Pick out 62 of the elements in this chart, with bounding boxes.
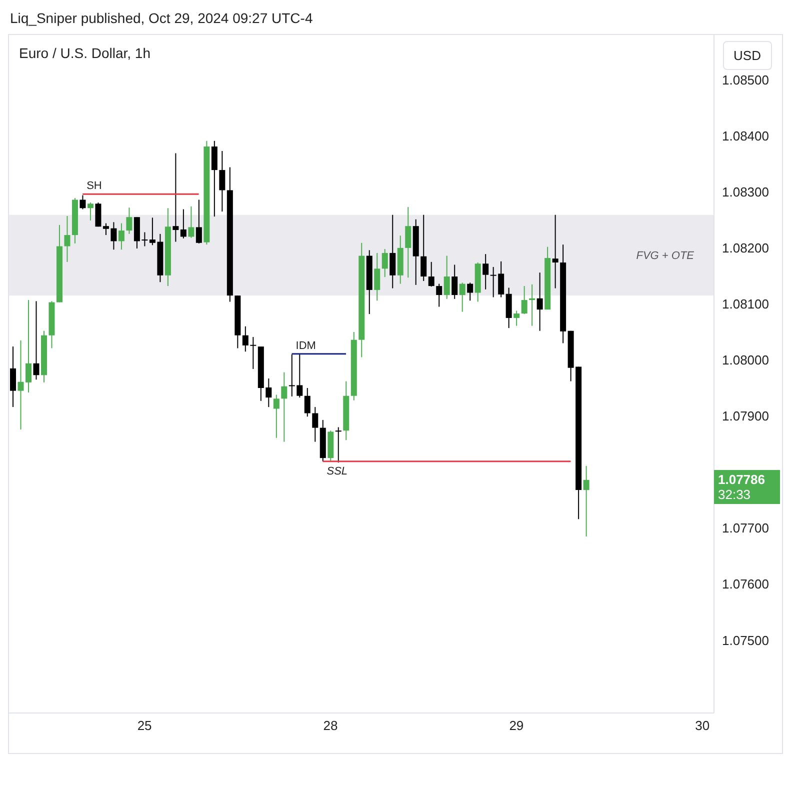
- x-tick-label: 25: [137, 718, 152, 734]
- candlestick: [514, 310, 520, 326]
- candlestick: [118, 222, 124, 250]
- series-label: IDM: [296, 340, 316, 352]
- x-tick-label: 30: [695, 718, 710, 734]
- candlestick: [374, 252, 380, 302]
- text: 1.07786: [718, 472, 766, 487]
- candlestick: [536, 272, 543, 332]
- y-tick-label: 1.07700: [722, 520, 769, 536]
- candlestick: [273, 394, 280, 438]
- candlestick: [459, 282, 466, 312]
- text: Euro / U.S. Dollar, 1h: [19, 45, 151, 61]
- candlestick: [436, 283, 442, 308]
- candlestick: [87, 202, 94, 221]
- candlestick: [405, 206, 412, 278]
- candlestick: [95, 202, 102, 228]
- candlestick: [64, 215, 70, 262]
- series-label: SSL: [326, 465, 348, 478]
- y-tick-label: 1.08200: [722, 240, 769, 256]
- candlestick: [304, 388, 310, 418]
- candlestick: [335, 426, 342, 464]
- y-tick-label: 1.08000: [722, 352, 769, 368]
- text: USD: [722, 41, 772, 70]
- y-tick-label: 1.08100: [722, 296, 769, 312]
- candlestick: [312, 406, 318, 442]
- candlestick: [33, 300, 40, 380]
- candlestick: [452, 264, 458, 300]
- candlestick: [10, 346, 16, 408]
- candlestick: [382, 248, 388, 278]
- y-tick-label: 1.08500: [722, 72, 769, 88]
- candlestick: [188, 206, 194, 238]
- candlestick: [428, 261, 434, 288]
- candlestick: [390, 214, 396, 289]
- y-tick-label: 1.07600: [722, 576, 769, 592]
- candlestick: [172, 152, 179, 242]
- text: 32:33: [718, 486, 752, 502]
- candlestick: [211, 140, 218, 218]
- candlestick: [521, 286, 528, 315]
- band-label: FVG + OTE: [636, 250, 695, 262]
- candlestick: [444, 255, 450, 300]
- y-tick-label: 1.08300: [722, 184, 769, 200]
- candlestick: [467, 282, 474, 302]
- candlestick: [180, 208, 186, 239]
- candlestick: [18, 340, 24, 430]
- x-tick-label: 28: [323, 718, 338, 734]
- candlestick: [583, 465, 590, 537]
- y-tick-label: 1.07500: [722, 632, 769, 648]
- candlestick: [529, 284, 536, 326]
- candlestick: [420, 214, 427, 282]
- series-label: SH: [86, 180, 102, 192]
- text: Liq_Sniper published, Oct 29, 2024 09:27 UTC-4: [10, 10, 313, 26]
- y-tick-label: 1.08400: [722, 128, 769, 144]
- candlestick: [482, 254, 489, 290]
- x-tick-label: 29: [509, 718, 524, 734]
- candlestick: [552, 214, 558, 289]
- candlestick: [126, 207, 132, 234]
- y-tick-label: 1.07900: [722, 408, 769, 424]
- candlestick: [25, 300, 32, 393]
- candlestick: [219, 150, 226, 212]
- candlestick: [196, 199, 202, 244]
- candlestick: [80, 194, 86, 210]
- candlestick: [281, 372, 288, 442]
